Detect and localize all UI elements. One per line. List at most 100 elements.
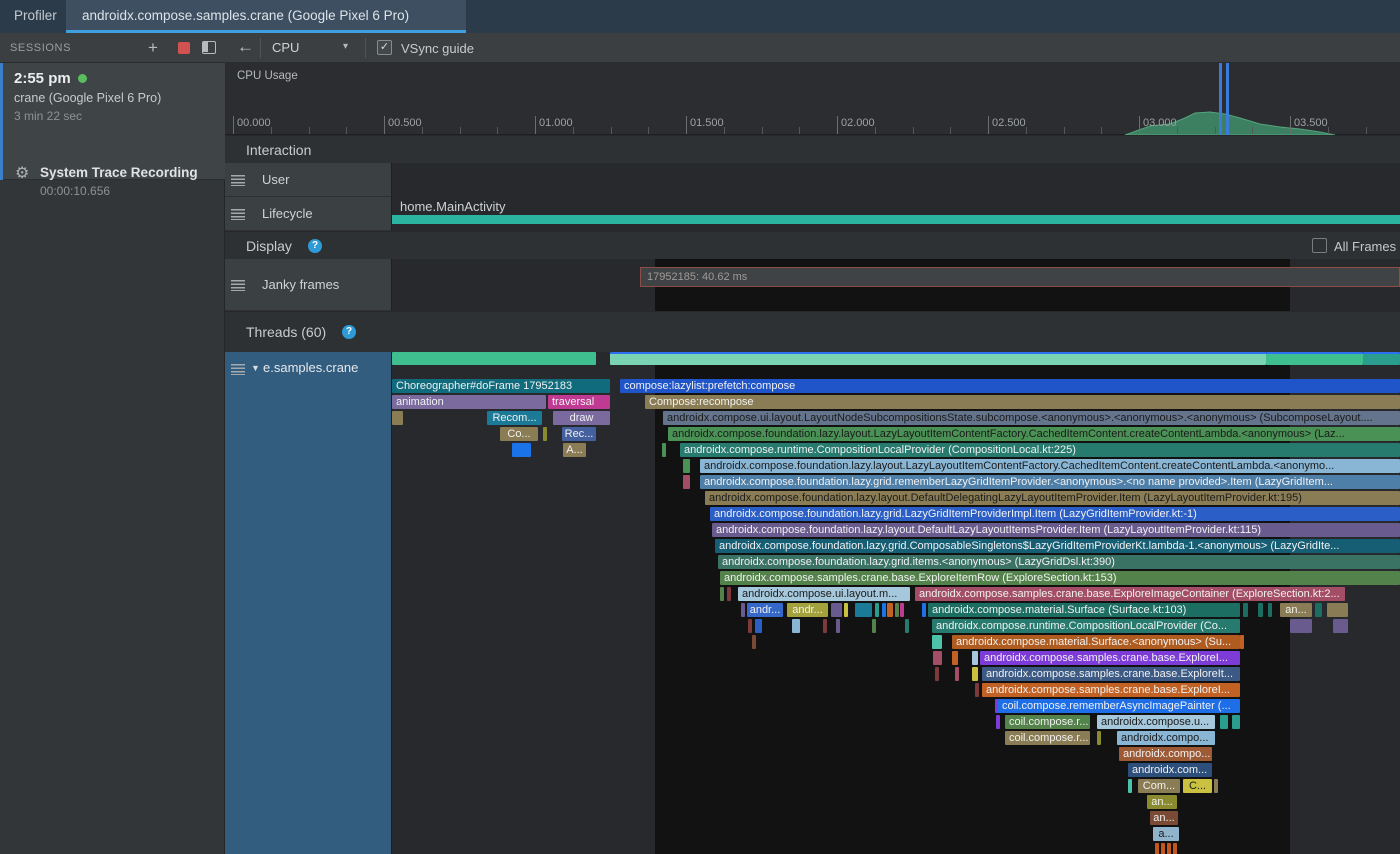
add-session-icon[interactable]: + [148, 38, 158, 57]
flame-segment[interactable] [831, 603, 842, 617]
flame-segment[interactable]: draw [553, 411, 610, 425]
drag-handle-icon[interactable] [231, 209, 245, 220]
flame-segment[interactable]: C... [1183, 779, 1212, 793]
flame-segment[interactable]: androidx.compose.samples.crane.base.Expl… [915, 587, 1345, 601]
flame-segment[interactable] [512, 443, 531, 457]
flame-segment[interactable]: A... [563, 443, 586, 457]
flame-segment[interactable] [887, 603, 893, 617]
collapse-thread-icon[interactable]: ▼ [251, 363, 260, 373]
drag-handle-icon[interactable] [231, 280, 245, 291]
flame-segment[interactable] [662, 443, 666, 457]
selection-handle[interactable] [1219, 63, 1222, 135]
flame-segment[interactable] [720, 587, 724, 601]
track-user-canvas[interactable] [392, 163, 1400, 197]
flame-segment[interactable]: androidx.com... [1128, 763, 1212, 777]
flame-segment[interactable] [1214, 779, 1218, 793]
back-arrow-icon[interactable]: ← [237, 37, 254, 56]
flame-segment[interactable] [1268, 603, 1272, 617]
help-icon[interactable]: ? [308, 239, 322, 253]
tab-profiler[interactable]: Profiler [14, 8, 57, 23]
flame-segment[interactable] [895, 603, 899, 617]
thread-label-cell[interactable]: ▼ e.samples.crane [225, 352, 392, 854]
flame-segment[interactable]: androidx.compose.samples.crane.base.Expl… [982, 667, 1240, 681]
flame-chart[interactable]: Choreographer#doFrame 17952183 compose:la… [392, 352, 1400, 854]
flame-segment[interactable]: traversal [548, 395, 610, 409]
flame-segment[interactable] [1232, 715, 1240, 729]
flame-segment[interactable]: androidx.compose.material.Surface.<anony… [952, 635, 1240, 649]
flame-segment[interactable]: androidx.compose.samples.crane.base.Expl… [982, 683, 1240, 697]
janky-frame-bar[interactable]: 17952185: 40.62 ms [640, 267, 1400, 287]
flame-segment[interactable] [932, 635, 942, 649]
flame-segment[interactable] [855, 603, 872, 617]
track-janky-label-cell[interactable]: Janky frames [225, 259, 392, 311]
flame-segment[interactable]: androidx.compose.ui.layout.LayoutNodeSub… [663, 411, 1400, 425]
track-lifecycle-label-cell[interactable]: Lifecycle [225, 197, 392, 231]
flame-segment[interactable] [727, 587, 731, 601]
track-lifecycle-canvas[interactable]: home.MainActivity [392, 197, 1400, 231]
session-artifact[interactable]: System Trace Recording [40, 165, 198, 180]
flame-segment[interactable] [1097, 731, 1101, 745]
flame-segment[interactable]: androidx.compose.runtime.CompositionLoca… [680, 443, 1400, 457]
flame-segment[interactable] [1266, 352, 1363, 365]
track-janky-canvas[interactable]: 17952185: 40.62 ms [392, 259, 1400, 311]
flame-segment[interactable]: androidx.compose.u... [1097, 715, 1215, 729]
session-entry[interactable]: 2:55 pm crane (Google Pixel 6 Pro) 3 min… [0, 63, 225, 198]
flame-segment[interactable] [933, 651, 942, 665]
flame-segment[interactable] [610, 352, 1266, 365]
flame-segment[interactable]: androidx.compose.samples.crane.base.Expl… [980, 651, 1240, 665]
flame-segment[interactable] [741, 603, 745, 617]
flame-segment[interactable]: animation [392, 395, 546, 409]
flame-segment[interactable] [1327, 603, 1348, 617]
chevron-down-icon[interactable]: ▾ [343, 41, 349, 52]
flame-segment[interactable] [1161, 843, 1165, 854]
flame-segment[interactable]: compose:lazylist:prefetch:compose [620, 379, 1400, 393]
flame-segment[interactable] [872, 619, 876, 633]
flame-segment[interactable]: androidx.compose.foundation.lazy.grid.re… [700, 475, 1400, 489]
flame-segment[interactable]: an... [1147, 795, 1177, 809]
flame-segment[interactable]: androidx.compose.foundation.lazy.layout.… [712, 523, 1400, 537]
flame-segment[interactable]: androidx.compose.foundation.lazy.grid.it… [718, 555, 1400, 569]
flame-segment[interactable] [935, 667, 939, 681]
flame-segment[interactable]: androidx.compose.runtime.CompositionLoca… [932, 619, 1240, 633]
flame-segment[interactable] [1167, 843, 1171, 854]
all-frames-checkbox[interactable] [1312, 238, 1327, 253]
flame-segment[interactable] [900, 603, 904, 617]
flame-segment[interactable] [905, 619, 909, 633]
flame-segment[interactable] [1333, 619, 1348, 633]
flame-segment[interactable] [823, 619, 827, 633]
collapse-panel-icon[interactable] [202, 41, 216, 54]
flame-segment[interactable] [1128, 779, 1132, 793]
flame-segment[interactable] [1363, 352, 1400, 365]
flame-segment[interactable] [1258, 603, 1263, 617]
flame-segment[interactable] [972, 667, 978, 681]
flame-segment[interactable]: androidx.compose.samples.crane.base.Expl… [720, 571, 1400, 585]
stop-recording-icon[interactable] [178, 42, 190, 54]
flame-segment[interactable]: androidx.compose.foundation.lazy.layout.… [705, 491, 1400, 505]
flame-segment[interactable]: androidx.compose.material.Surface (Surfa… [928, 603, 1240, 617]
flame-segment[interactable] [392, 411, 403, 425]
flame-segment[interactable]: androidx.compose.foundation.lazy.layout.… [700, 459, 1400, 473]
flame-segment[interactable] [392, 352, 596, 365]
flame-segment[interactable]: androidx.compose.ui.layout.m... [738, 587, 910, 601]
flame-segment[interactable] [748, 619, 752, 633]
flame-segment[interactable]: androidx.compo... [1119, 747, 1212, 761]
flame-segment[interactable]: coil.compose.r... [1005, 715, 1090, 729]
flame-segment[interactable]: an... [1150, 811, 1178, 825]
vsync-guide-checkbox[interactable]: ✓ [377, 40, 392, 55]
flame-segment[interactable]: andr... [747, 603, 783, 617]
track-user-label-cell[interactable]: User [225, 163, 392, 197]
cpu-usage-timeline[interactable]: CPU Usage 00.000 00.500 01.000 01.500 02.000… [225, 63, 1400, 135]
flame-segment[interactable] [836, 619, 840, 633]
flame-segment[interactable] [792, 619, 800, 633]
flame-segment[interactable] [995, 699, 999, 713]
flame-segment[interactable]: androidx.compose.foundation.lazy.layout.… [668, 427, 1400, 441]
flame-segment[interactable] [755, 619, 762, 633]
drag-handle-icon[interactable] [231, 175, 245, 186]
flame-segment[interactable]: a... [1153, 827, 1179, 841]
flame-segment[interactable] [844, 603, 848, 617]
flame-segment[interactable] [683, 475, 690, 489]
flame-segment[interactable]: Rec... [562, 427, 596, 441]
flame-segment[interactable] [955, 667, 959, 681]
flame-segment[interactable] [1315, 603, 1322, 617]
flame-segment[interactable]: Choreographer#doFrame 17952183 [392, 379, 610, 393]
